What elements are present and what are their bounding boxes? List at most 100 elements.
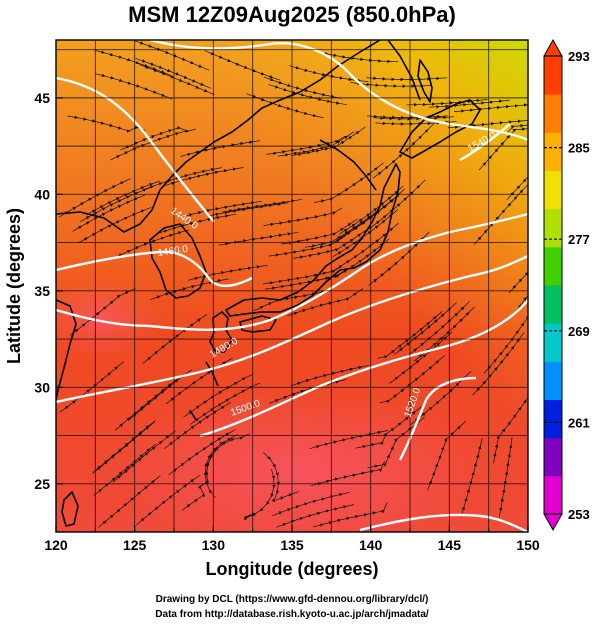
colorbar-tick-label: 293 <box>568 49 590 64</box>
streamline <box>372 123 434 179</box>
streamline <box>120 125 197 151</box>
x-tick-label: 120 <box>44 537 68 553</box>
y-tick-label: 45 <box>34 90 50 106</box>
contour-ne-loop <box>459 123 511 162</box>
x-tick-label: 140 <box>359 537 383 553</box>
contour-north-ridge <box>149 40 528 142</box>
contour-1500 <box>56 254 528 404</box>
streamline <box>276 504 355 528</box>
colorbar: 293 285 277 269 261 253 <box>543 38 590 532</box>
streamline <box>366 114 448 120</box>
streamline <box>263 76 342 99</box>
colorbar-band <box>544 56 562 95</box>
chart-title: MSM 12Z09Aug2025 (850.0hPa) <box>128 2 456 27</box>
streamline <box>410 370 472 426</box>
streamline <box>69 288 136 336</box>
geopotential-contours <box>56 40 528 532</box>
colorbar-band <box>544 285 562 324</box>
contour-1440 <box>56 76 215 223</box>
colorbar-tick-label: 285 <box>568 141 590 156</box>
plot-area: 1460.0 1480.0 1500.0 1520.0 1440.0 1540.… <box>56 40 528 532</box>
colorbar-band <box>544 361 562 400</box>
x-tick-label: 145 <box>438 537 462 553</box>
colorbar-min-triangle <box>543 513 563 532</box>
colorbar-band <box>544 132 562 171</box>
streamline <box>350 81 432 88</box>
colorbar-band <box>544 475 562 515</box>
colorbar-tick-label: 253 <box>568 507 590 522</box>
streamline <box>244 469 276 521</box>
colorbar-tick-label: 261 <box>568 415 590 430</box>
x-tick-label: 130 <box>202 537 226 553</box>
contour-1540 <box>359 376 528 532</box>
streamline <box>262 266 342 285</box>
streamline <box>429 99 510 109</box>
credit-data: Data from http://database.rish.kyoto-u.a… <box>155 609 429 620</box>
colorbar-max-triangle <box>543 38 563 57</box>
streamline <box>290 364 370 387</box>
streamline <box>460 438 483 517</box>
colorbar-band <box>544 399 562 439</box>
y-tick-label: 40 <box>34 186 50 202</box>
coast-shikoku <box>239 315 277 333</box>
coast-china <box>56 40 381 401</box>
coastlines <box>56 40 481 527</box>
x-tick-label: 125 <box>123 537 147 553</box>
streamline <box>150 278 229 300</box>
streamline <box>508 240 528 294</box>
colorbar-band <box>544 437 562 477</box>
y-tick-label: 30 <box>34 379 50 395</box>
y-tick-label: 35 <box>34 283 50 299</box>
streamline <box>67 115 146 133</box>
streamline <box>314 162 384 203</box>
streamline <box>514 259 528 314</box>
x-tick-label: 135 <box>280 537 304 553</box>
credit-drawing: Drawing by DCL (https://www.gfd-dennou.o… <box>156 594 429 605</box>
streamline <box>112 430 176 483</box>
streamline <box>478 126 528 171</box>
x-axis: 120 125 130 135 140 145 150 <box>44 525 540 553</box>
streamline <box>180 140 261 157</box>
coast-sakhalin <box>417 59 433 103</box>
streamline <box>165 357 233 405</box>
streamlines <box>59 40 528 528</box>
colorbar-frame <box>543 55 563 515</box>
streamline <box>427 420 467 491</box>
contour-1520 <box>199 299 528 438</box>
streamline <box>246 93 324 119</box>
colorbar-band <box>544 170 562 210</box>
streamline <box>394 302 457 355</box>
coast-kyushu <box>209 311 233 353</box>
warm-region-south <box>110 390 490 532</box>
streamline <box>187 264 268 281</box>
coast-primorye <box>319 40 421 191</box>
streamline <box>95 73 173 100</box>
contour-1460 <box>56 250 253 288</box>
streamline <box>278 131 355 157</box>
contour-1480 <box>56 212 528 331</box>
streamline <box>366 76 448 82</box>
streamline <box>143 167 222 190</box>
colorbar-band <box>544 323 562 362</box>
x-tick-label: 150 <box>516 537 540 553</box>
lat-lon-grid <box>56 40 528 532</box>
streamline <box>72 194 146 232</box>
x-axis-label: Longitude (degrees) <box>205 559 378 579</box>
streamline <box>310 461 385 487</box>
streamline <box>472 332 525 396</box>
y-axis: 25 30 35 40 45 <box>34 90 63 492</box>
streamline <box>164 402 232 449</box>
y-axis-label: Latitude (degrees) <box>4 208 24 364</box>
streamline <box>182 200 262 218</box>
colorbar-band <box>544 246 562 286</box>
streamline <box>204 50 281 81</box>
streamline <box>133 40 210 71</box>
colorbar-band <box>544 94 562 133</box>
coast-taiwan <box>61 491 79 527</box>
coast-honshu <box>225 163 401 317</box>
colorbar-tick-label: 269 <box>568 324 590 339</box>
colorbar-band <box>544 208 562 248</box>
coast-ryukyu <box>189 361 219 421</box>
streamline <box>200 433 250 487</box>
